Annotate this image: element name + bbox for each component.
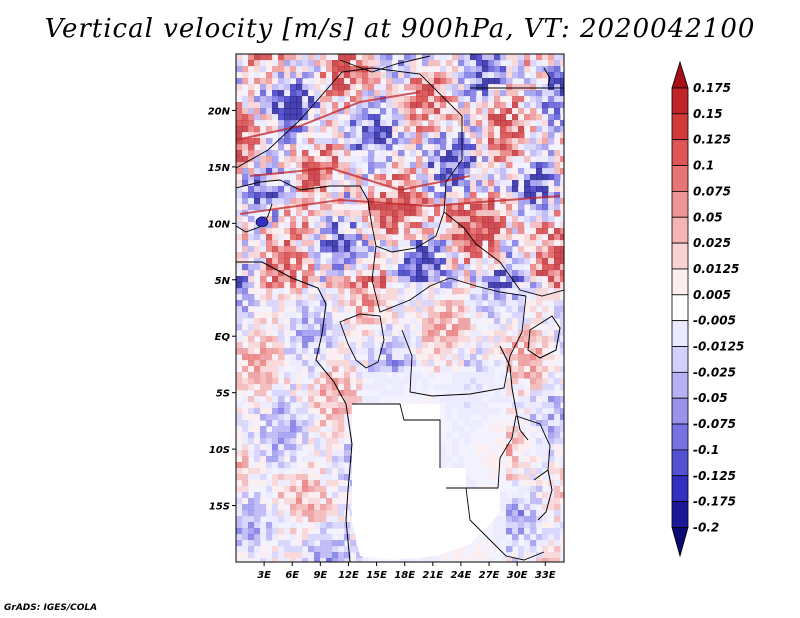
colorbar-bin — [671, 139, 689, 166]
map-frame — [235, 53, 565, 563]
colorbar-bin — [671, 87, 689, 115]
colorbar-bin — [671, 320, 689, 347]
colorbar-label: 0.1 — [693, 159, 714, 173]
footer-credit: GrADS: IGES/COLA — [4, 603, 98, 613]
lat-tick-label: 15S — [209, 502, 230, 513]
lat-tick-label: 10S — [209, 445, 230, 456]
colorbar-label: -0.075 — [693, 417, 736, 431]
lon-tick-label: 21E — [422, 570, 443, 581]
colorbar-bin — [671, 501, 689, 528]
colorbar-label: 0.025 — [693, 236, 731, 250]
lon-tick-label: 27E — [479, 570, 500, 581]
lon-tick-label: 33E — [535, 570, 556, 581]
lat-tick-label: EQ — [215, 332, 231, 343]
colorbar: 0.175 0.15 0.125 0.1 0.075 0.05 0.025 0.0125 0.0… — [671, 60, 744, 558]
lat-tick-label: 5N — [215, 276, 231, 287]
map-axes: 3E 6E 9E 12E 15E 18E 21E 24E 27E 30E 33E 20N 15N 10N 5… — [208, 106, 556, 581]
lon-tick-label: 30E — [507, 570, 528, 581]
lon-tick-label: 15E — [366, 570, 387, 581]
lat-tick-label: 10N — [208, 219, 231, 230]
lon-tick-label: 3E — [257, 570, 271, 581]
colorbar-label: -0.005 — [693, 314, 736, 328]
colorbar-label: -0.2 — [693, 520, 719, 534]
colorbar-bin — [671, 113, 689, 141]
colorbar-bin — [671, 242, 689, 270]
lon-tick-label: 12E — [338, 570, 359, 581]
lat-tick-label: 20N — [208, 106, 231, 117]
colorbar-label: 0.15 — [693, 107, 723, 121]
colorbar-label: 0.005 — [693, 288, 731, 302]
colorbar-label: 0.0125 — [693, 262, 739, 276]
colorbar-bin — [671, 268, 689, 296]
lake-volta-anomaly — [255, 216, 269, 228]
colorbar-label: -0.1 — [693, 443, 719, 457]
coastlines-borders — [236, 55, 564, 562]
colorbar-label: -0.025 — [693, 365, 736, 379]
colorbar-bin — [671, 475, 689, 503]
colorbar-label: -0.0125 — [693, 340, 744, 354]
colorbar-bin — [671, 449, 689, 477]
lon-tick-label: 18E — [394, 570, 415, 581]
colorbar-top-triangle — [671, 60, 689, 89]
colorbar-bin — [671, 165, 689, 192]
colorbar-label: 0.075 — [693, 184, 731, 198]
lon-tick-label: 9E — [313, 570, 327, 581]
colorbar-bottom-triangle — [671, 527, 689, 558]
colorbar-bin — [671, 371, 689, 399]
colorbar-bin — [671, 190, 689, 218]
colorbar-label: -0.175 — [693, 495, 736, 509]
chart-title: Vertical velocity [m/s] at 900hPa, VT: 2… — [44, 14, 756, 44]
colorbar-bin — [671, 346, 689, 373]
colorbar-bin — [671, 294, 689, 322]
colorbar-label: -0.05 — [693, 391, 728, 405]
lat-tick-label: 5S — [216, 389, 230, 400]
colorbar-label: -0.125 — [693, 469, 736, 483]
colorbar-label: 0.125 — [693, 133, 731, 147]
colorbar-bin — [671, 216, 689, 244]
colorbar-bin — [671, 423, 689, 451]
lon-tick-label: 24E — [451, 570, 472, 581]
colorbar-label: 0.175 — [693, 81, 731, 95]
map-panel — [235, 53, 565, 563]
lat-tick-label: 15N — [208, 163, 231, 174]
colorbar-bin — [671, 397, 689, 425]
colorbar-label: 0.05 — [693, 210, 723, 224]
lon-tick-label: 6E — [285, 570, 299, 581]
